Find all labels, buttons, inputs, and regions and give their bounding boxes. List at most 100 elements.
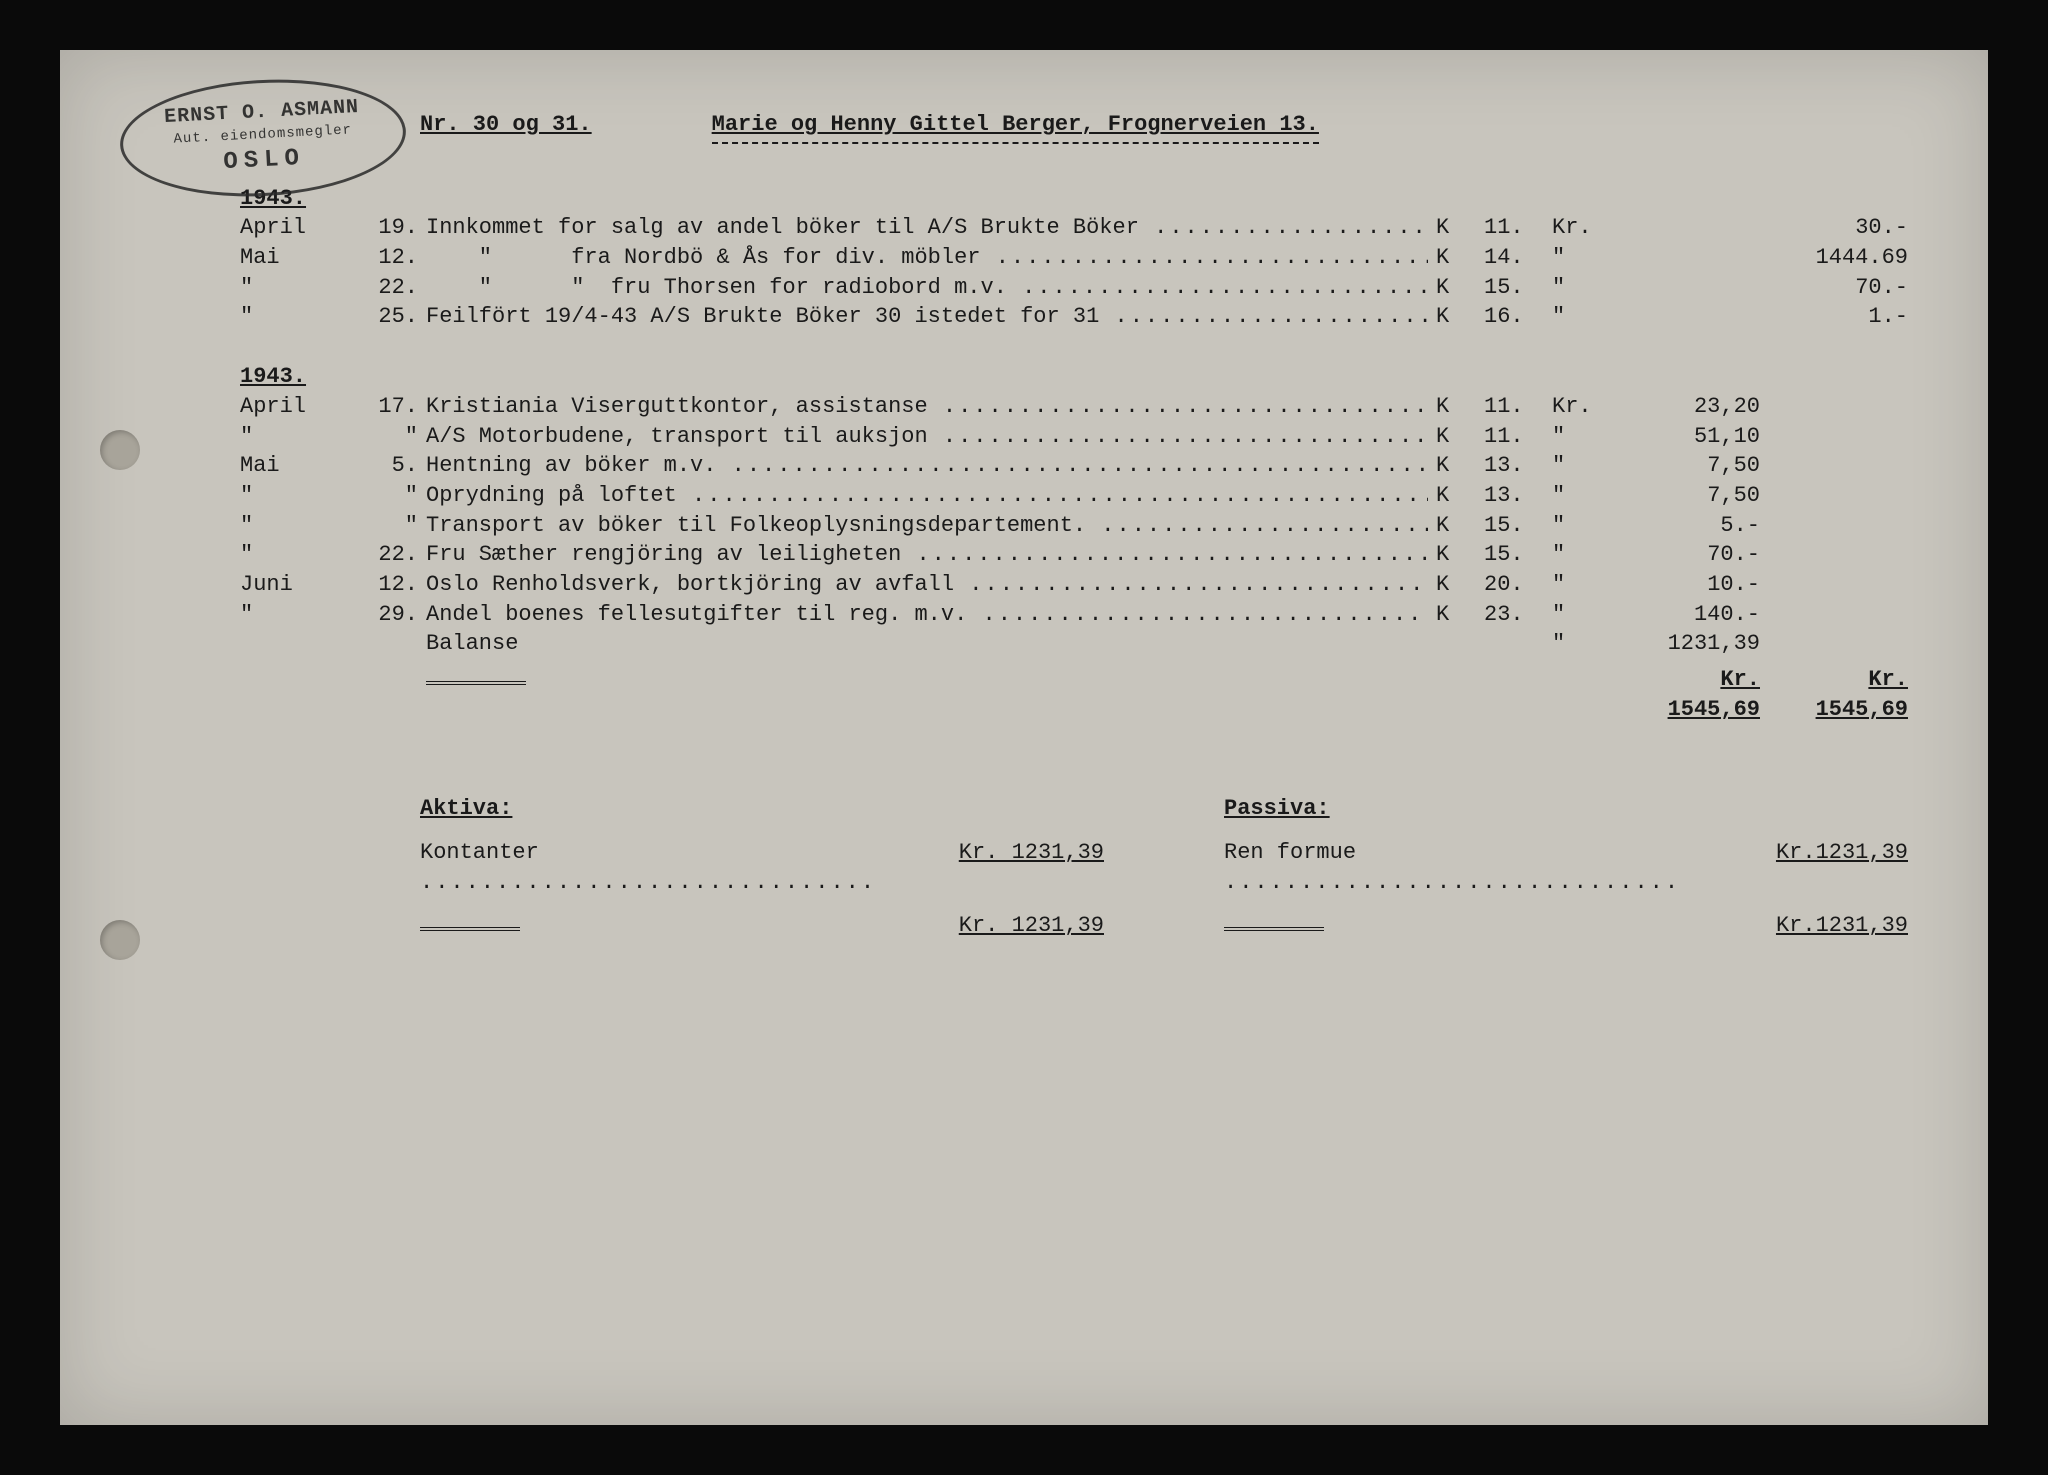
- month-cell: Mai: [240, 451, 350, 481]
- amount-cell-2: 30.-: [1768, 213, 1908, 243]
- description-cell: Hentning av böker m.v.: [426, 451, 1428, 481]
- day-cell: 17.: [358, 392, 418, 422]
- total-left: Kr. 1545,69: [1620, 665, 1760, 724]
- k-cell: K: [1436, 422, 1476, 452]
- renformue-value: Kr.1231,39: [1708, 838, 1908, 897]
- day-cell: 22.: [358, 273, 418, 303]
- month-cell: ": [240, 600, 350, 630]
- ledger-row: ""Oprydning på loftetK13."7,50: [240, 481, 1908, 511]
- description-cell: A/S Motorbudene, transport til auksjon: [426, 422, 1428, 452]
- day-cell: [358, 629, 418, 659]
- amount-cell-2: 1.-: [1768, 302, 1908, 332]
- k-cell: K: [1436, 511, 1476, 541]
- ledger-row: April17.Kristiania Viserguttkontor, assi…: [240, 392, 1908, 422]
- ref-cell: [1484, 629, 1544, 659]
- currency-cell: ": [1552, 243, 1612, 273]
- day-cell: 5.: [358, 451, 418, 481]
- description-cell: Oslo Renholdsverk, bortkjöring av avfall: [426, 570, 1428, 600]
- currency-cell: ": [1552, 481, 1612, 511]
- rule-line: [426, 681, 526, 685]
- day-cell: 12.: [358, 570, 418, 600]
- amount-cell-2: [1768, 540, 1908, 570]
- description-cell: Fru Sæther rengjöring av leiligheten: [426, 540, 1428, 570]
- amount-cell-1: 5.-: [1620, 511, 1760, 541]
- currency-cell: ": [1552, 302, 1612, 332]
- ledger-row: "25.Feilfört 19/4-43 A/S Brukte Böker 30…: [240, 302, 1908, 332]
- month-cell: ": [240, 481, 350, 511]
- punch-hole: [100, 430, 140, 470]
- currency-cell: ": [1552, 600, 1612, 630]
- amount-cell-1: [1620, 302, 1760, 332]
- ref-cell: 11.: [1484, 213, 1544, 243]
- amount-cell-2: [1768, 600, 1908, 630]
- month-cell: ": [240, 273, 350, 303]
- k-cell: [1436, 629, 1476, 659]
- scan-frame: ERNST O. ASMANN Aut. eiendomsmegler OSLO…: [0, 0, 2048, 1475]
- ledger-row: Balanse"1231,39: [240, 629, 1908, 659]
- month-cell: ": [240, 511, 350, 541]
- ledger-row: Mai12. " fra Nordbö & Ås for div. möbler…: [240, 243, 1908, 273]
- ledger-row: Mai5.Hentning av böker m.v.K13."7,50: [240, 451, 1908, 481]
- aktiva-total: Kr. 1231,39: [904, 911, 1104, 941]
- day-cell: ": [358, 422, 418, 452]
- description-cell: Kristiania Viserguttkontor, assistanse: [426, 392, 1428, 422]
- passiva-header: Passiva:: [1224, 794, 1688, 824]
- currency-cell: ": [1552, 422, 1612, 452]
- amount-cell-2: 70.-: [1768, 273, 1908, 303]
- balance-section: Aktiva: Passiva: Kontanter Kr. 1231,39 R…: [420, 794, 1908, 941]
- amount-cell-2: [1768, 422, 1908, 452]
- amount-cell-1: 70.-: [1620, 540, 1760, 570]
- ledger-row: "29.Andel boenes fellesutgifter til reg.…: [240, 600, 1908, 630]
- currency-cell: ": [1552, 629, 1612, 659]
- ref-cell: 15.: [1484, 511, 1544, 541]
- description-cell: Feilfört 19/4-43 A/S Brukte Böker 30 ist…: [426, 302, 1428, 332]
- ref-cell: 16.: [1484, 302, 1544, 332]
- amount-cell-1: 1231,39: [1620, 629, 1760, 659]
- day-cell: ": [358, 481, 418, 511]
- currency-cell: ": [1552, 570, 1612, 600]
- month-cell: Mai: [240, 243, 350, 273]
- k-cell: K: [1436, 392, 1476, 422]
- ref-cell: 23.: [1484, 600, 1544, 630]
- ref-cell: 15.: [1484, 540, 1544, 570]
- k-cell: K: [1436, 213, 1476, 243]
- ledger-row: April19.Innkommet for salg av andel böke…: [240, 213, 1908, 243]
- k-cell: K: [1436, 540, 1476, 570]
- kontanter-label: Kontanter: [420, 838, 884, 897]
- month-cell: Juni: [240, 570, 350, 600]
- day-cell: ": [358, 511, 418, 541]
- amount-cell-1: [1620, 273, 1760, 303]
- year-header-row: 1943.: [240, 362, 1908, 392]
- ref-cell: 14.: [1484, 243, 1544, 273]
- month-cell: ": [240, 422, 350, 452]
- k-cell: K: [1436, 451, 1476, 481]
- description-cell: Innkommet for salg av andel böker til A/…: [426, 213, 1428, 243]
- currency-cell: Kr.: [1552, 392, 1612, 422]
- month-cell: ": [240, 302, 350, 332]
- ledger-row: "22. " " fru Thorsen for radiobord m.v.K…: [240, 273, 1908, 303]
- currency-cell: ": [1552, 540, 1612, 570]
- description-cell: " fra Nordbö & Ås for div. möbler: [426, 243, 1428, 273]
- amount-cell-1: [1620, 243, 1760, 273]
- aktiva-header: Aktiva:: [420, 794, 884, 824]
- k-cell: K: [1436, 302, 1476, 332]
- kontanter-value: Kr. 1231,39: [904, 838, 1104, 897]
- k-cell: K: [1436, 481, 1476, 511]
- month-cell: ": [240, 540, 350, 570]
- amount-cell-1: 51,10: [1620, 422, 1760, 452]
- ledger-row: ""Transport av böker til Folkeoplysnings…: [240, 511, 1908, 541]
- ledger-row: " 22. Fru Sæther rengjöring av leiligheten…: [240, 540, 1908, 570]
- document-number: Nr. 30 og 31.: [420, 110, 592, 144]
- ledger-row: " " A/S Motorbudene, transport til auksjon…: [240, 422, 1908, 452]
- description-cell: Oprydning på loftet: [426, 481, 1428, 511]
- amount-cell-1: 7,50: [1620, 481, 1760, 511]
- amount-cell-1: 23,20: [1620, 392, 1760, 422]
- amount-cell-1: 140.-: [1620, 600, 1760, 630]
- renformue-label: Ren formue: [1224, 838, 1688, 897]
- k-cell: K: [1436, 273, 1476, 303]
- document-header: Nr. 30 og 31. Marie og Henny Gittel Berg…: [420, 110, 1908, 144]
- ref-cell: 11.: [1484, 422, 1544, 452]
- day-cell: 19.: [358, 213, 418, 243]
- day-cell: 22.: [358, 540, 418, 570]
- amount-cell-2: [1768, 392, 1908, 422]
